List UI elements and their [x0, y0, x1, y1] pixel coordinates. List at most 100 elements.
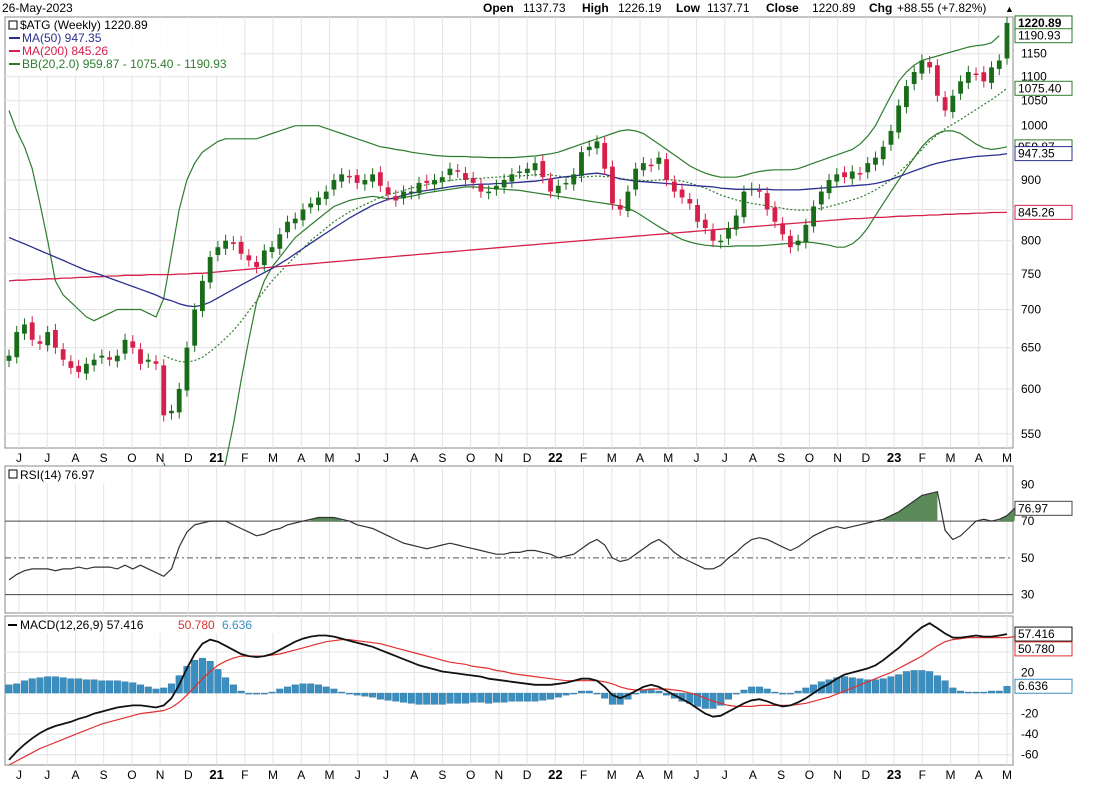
macd-hist-bar: [871, 679, 879, 694]
macd-hist-bar: [887, 676, 895, 694]
x-month-label: F: [580, 451, 587, 465]
macd-hist-bar: [608, 692, 616, 705]
macd-hist-bar: [926, 671, 934, 694]
candle-up: [633, 168, 639, 190]
macd-hist-bar: [724, 692, 732, 700]
candle-down: [107, 357, 112, 360]
x-month-label: A: [410, 768, 418, 782]
macd-last-tag: 6.636: [1018, 679, 1048, 693]
macd-hist-bar: [933, 675, 941, 694]
candle-up: [509, 174, 515, 182]
x-month-label: F: [919, 768, 926, 782]
macd-legend: MACD(12,26,9) 57.416: [20, 618, 144, 632]
x-month-label: D: [862, 768, 871, 782]
price-legend-bg: [6, 18, 241, 76]
candle-up: [501, 180, 507, 188]
signal-legend: 50.780: [178, 618, 215, 632]
macd-hist-bar: [547, 692, 555, 700]
macd-hist-bar: [802, 687, 810, 694]
price-y-tick: 1000: [1021, 119, 1048, 133]
candle-down: [942, 97, 948, 111]
macd-hist-bar: [988, 690, 996, 694]
candle-down: [478, 184, 484, 192]
x-month-label: J: [693, 451, 699, 465]
x-month-label: 23: [887, 767, 901, 782]
candle-down: [787, 235, 793, 248]
macd-hist-bar: [531, 692, 539, 702]
macd-hist-bar: [841, 676, 849, 694]
candle-down: [664, 159, 670, 181]
open-label: Open: [483, 1, 514, 15]
candle-down: [68, 361, 74, 368]
candle-down: [648, 164, 654, 167]
x-month-label: J: [16, 451, 22, 465]
candle-down: [393, 196, 399, 201]
macd-hist-bar: [485, 692, 493, 704]
rsi-y-tick: 90: [1021, 477, 1035, 491]
candle-down: [772, 207, 778, 222]
candle-up: [880, 146, 886, 160]
macd-hist-bar: [415, 692, 423, 705]
macd-hist-bar: [198, 657, 206, 694]
rsi-legend-bg: [6, 467, 126, 483]
macd-hist-bar: [36, 677, 44, 694]
macd-hist-bar: [13, 683, 21, 694]
x-month-label: F: [580, 768, 587, 782]
macd-y-tick: -20: [1021, 707, 1039, 721]
price-last-tag: 845.26: [1018, 205, 1055, 219]
candle-down: [934, 65, 940, 96]
macd-hist-bar: [237, 690, 245, 694]
x-month-label: D: [184, 768, 193, 782]
macd-hist-bar: [407, 692, 415, 704]
candle-up: [308, 203, 314, 208]
x-month-label: M: [663, 451, 673, 465]
candle-down: [695, 204, 700, 222]
candle-down: [29, 322, 35, 340]
rsi-panel: 30 50 70 90 RSI(14) 76.97 76.97: [4, 465, 1073, 614]
x-month-label: A: [749, 451, 757, 465]
candle-up: [625, 191, 631, 212]
candle-up: [586, 146, 592, 151]
macd-hist-bar: [400, 692, 408, 703]
x-month-label: M: [946, 768, 956, 782]
x-month-label: M: [946, 451, 956, 465]
macd-hist-bar: [376, 692, 384, 700]
ma200-line: [8, 211, 1008, 282]
candle-up: [563, 182, 569, 185]
x-month-label: O: [466, 451, 475, 465]
x-month-label: D: [184, 451, 193, 465]
candle-up: [718, 240, 724, 243]
macd-hist-bar: [949, 687, 957, 694]
macd-hist-bar: [51, 676, 59, 694]
candle-down: [671, 181, 677, 192]
macd-hist-bar: [755, 686, 763, 694]
macd-hist-bar: [284, 686, 292, 694]
candle-down: [702, 219, 708, 228]
rsi-overbought-fill: [310, 517, 342, 522]
candle-up: [169, 410, 174, 414]
x-month-label: N: [833, 451, 842, 465]
x-month-label: A: [71, 451, 79, 465]
chg-value: +88.55 (+7.82%): [897, 1, 986, 15]
macd-last-tag-box: [1014, 626, 1073, 642]
macd-hist-bar: [694, 692, 702, 707]
x-month-label: A: [297, 451, 305, 465]
candle-down: [346, 175, 352, 178]
macd-hist-bar: [879, 678, 887, 694]
candle-up: [803, 224, 809, 243]
price-last-tag-box: [1014, 28, 1073, 44]
macd-hist-bar: [469, 692, 477, 703]
macd-hist-bar: [794, 690, 802, 694]
candle-up: [493, 185, 499, 190]
candle-up: [486, 191, 492, 194]
macd-hist-bar: [918, 670, 926, 694]
x-month-label: A: [410, 451, 418, 465]
x-month-label: N: [156, 768, 165, 782]
candle-down: [973, 73, 979, 76]
high-value: 1226.19: [618, 1, 662, 15]
macd-panel: J J A S O N D 21 F M A M J J A S O N D 22 F M A M J J A S O N D 23 F M A M-…: [4, 615, 1073, 782]
macd-hist-bar: [585, 690, 593, 694]
macd-hist-bar: [786, 692, 794, 695]
candle-down: [548, 178, 553, 192]
price-y-tick: 1100: [1021, 70, 1047, 84]
